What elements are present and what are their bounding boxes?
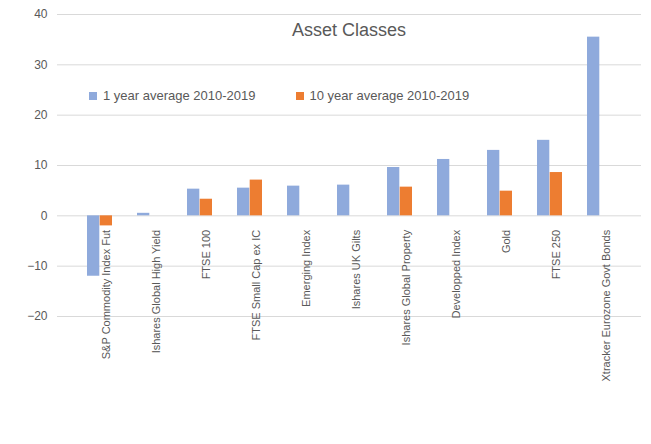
svg-text:S&P Commodity Index Fut: S&P Commodity Index Fut: [100, 230, 112, 359]
svg-text:10: 10: [34, 158, 48, 172]
svg-text:FTSE Small Cap ex IC: FTSE Small Cap ex IC: [250, 230, 262, 341]
svg-text:Xtracker Eurozone Govt Bonds: Xtracker Eurozone Govt Bonds: [600, 229, 612, 381]
svg-text:FTSE 250: FTSE 250: [550, 230, 562, 280]
svg-text:FTSE 100: FTSE 100: [200, 230, 212, 280]
svg-text:Emerging Index: Emerging Index: [300, 229, 312, 307]
svg-text:Gold: Gold: [500, 230, 512, 253]
svg-text:Ishares UK Gilts: Ishares UK Gilts: [350, 229, 362, 309]
svg-text:0: 0: [41, 209, 48, 223]
svg-text:Developped Index: Developped Index: [450, 229, 462, 318]
html-text:10 year average 2010-2019: 10 year average 2010-2019: [309, 88, 470, 103]
svg-text:40: 40: [34, 7, 48, 21]
svg-text:−10: −10: [27, 259, 48, 273]
svg-text:30: 30: [34, 58, 48, 72]
svg-text:−20: −20: [27, 309, 48, 323]
html-text:Asset Classes: Asset Classes: [292, 20, 406, 40]
html-text:1 year average 2010-2019: 1 year average 2010-2019: [103, 88, 256, 103]
svg-text:Ishares Global High Yield: Ishares Global High Yield: [150, 230, 162, 354]
svg-text:Ishares Global Property: Ishares Global Property: [400, 229, 412, 345]
svg-text:20: 20: [34, 108, 48, 122]
